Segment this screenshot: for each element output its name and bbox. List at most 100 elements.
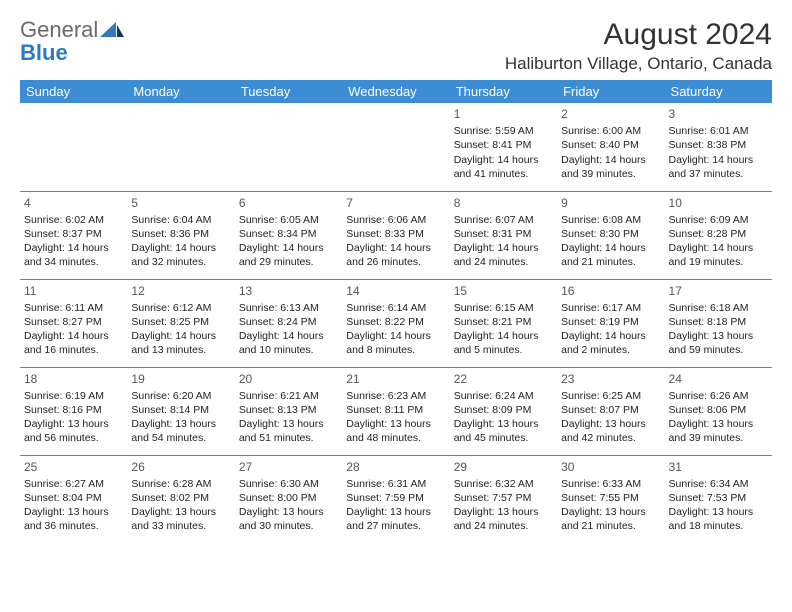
daylight-line-1: Daylight: 13 hours [239, 417, 338, 431]
calendar-cell: 22Sunrise: 6:24 AMSunset: 8:09 PMDayligh… [450, 367, 557, 455]
calendar-head: SundayMondayTuesdayWednesdayThursdayFrid… [20, 80, 772, 103]
sunrise-line: Sunrise: 6:27 AM [24, 477, 123, 491]
calendar-cell: 26Sunrise: 6:28 AMSunset: 8:02 PMDayligh… [127, 455, 234, 543]
daylight-line-2: and 51 minutes. [239, 431, 338, 445]
sunrise-line: Sunrise: 6:04 AM [131, 213, 230, 227]
sunset-line: Sunset: 8:33 PM [346, 227, 445, 241]
sunset-line: Sunset: 8:13 PM [239, 403, 338, 417]
calendar-row: 18Sunrise: 6:19 AMSunset: 8:16 PMDayligh… [20, 367, 772, 455]
sunset-line: Sunset: 8:38 PM [669, 138, 768, 152]
calendar-cell: 24Sunrise: 6:26 AMSunset: 8:06 PMDayligh… [665, 367, 772, 455]
sunset-line: Sunset: 8:14 PM [131, 403, 230, 417]
daylight-line-2: and 30 minutes. [239, 519, 338, 533]
daylight-line-2: and 39 minutes. [561, 167, 660, 181]
sunset-line: Sunset: 8:21 PM [454, 315, 553, 329]
calendar-cell: 4Sunrise: 6:02 AMSunset: 8:37 PMDaylight… [20, 191, 127, 279]
sunrise-line: Sunrise: 6:13 AM [239, 301, 338, 315]
sunrise-line: Sunrise: 6:28 AM [131, 477, 230, 491]
sunrise-line: Sunrise: 5:59 AM [454, 124, 553, 138]
calendar-body: 1Sunrise: 5:59 AMSunset: 8:41 PMDaylight… [20, 103, 772, 543]
calendar-row: 25Sunrise: 6:27 AMSunset: 8:04 PMDayligh… [20, 455, 772, 543]
day-number: 10 [669, 195, 768, 211]
day-header: Saturday [665, 80, 772, 103]
sunset-line: Sunset: 8:19 PM [561, 315, 660, 329]
daylight-line-1: Daylight: 13 hours [669, 329, 768, 343]
day-header: Tuesday [235, 80, 342, 103]
daylight-line-1: Daylight: 13 hours [346, 505, 445, 519]
calendar-cell: 2Sunrise: 6:00 AMSunset: 8:40 PMDaylight… [557, 103, 664, 191]
daylight-line-2: and 19 minutes. [669, 255, 768, 269]
sunrise-line: Sunrise: 6:20 AM [131, 389, 230, 403]
day-number: 8 [454, 195, 553, 211]
daylight-line-2: and 10 minutes. [239, 343, 338, 357]
page-header: General Blue August 2024 Haliburton Vill… [20, 18, 772, 74]
sunset-line: Sunset: 8:22 PM [346, 315, 445, 329]
brand-line1: General [20, 17, 98, 42]
calendar-cell: 6Sunrise: 6:05 AMSunset: 8:34 PMDaylight… [235, 191, 342, 279]
daylight-line-2: and 29 minutes. [239, 255, 338, 269]
daylight-line-1: Daylight: 13 hours [239, 505, 338, 519]
sunrise-line: Sunrise: 6:05 AM [239, 213, 338, 227]
daylight-line-2: and 5 minutes. [454, 343, 553, 357]
day-header-row: SundayMondayTuesdayWednesdayThursdayFrid… [20, 80, 772, 103]
calendar-cell: 7Sunrise: 6:06 AMSunset: 8:33 PMDaylight… [342, 191, 449, 279]
daylight-line-2: and 48 minutes. [346, 431, 445, 445]
brand-text: General Blue [20, 18, 98, 64]
calendar-cell: 27Sunrise: 6:30 AMSunset: 8:00 PMDayligh… [235, 455, 342, 543]
sunset-line: Sunset: 8:24 PM [239, 315, 338, 329]
daylight-line-1: Daylight: 14 hours [669, 153, 768, 167]
daylight-line-2: and 42 minutes. [561, 431, 660, 445]
calendar-row: 4Sunrise: 6:02 AMSunset: 8:37 PMDaylight… [20, 191, 772, 279]
daylight-line-2: and 54 minutes. [131, 431, 230, 445]
day-number: 21 [346, 371, 445, 387]
sunset-line: Sunset: 8:27 PM [24, 315, 123, 329]
day-header: Monday [127, 80, 234, 103]
sunrise-line: Sunrise: 6:08 AM [561, 213, 660, 227]
daylight-line-2: and 21 minutes. [561, 255, 660, 269]
daylight-line-2: and 56 minutes. [24, 431, 123, 445]
daylight-line-2: and 34 minutes. [24, 255, 123, 269]
sunset-line: Sunset: 8:06 PM [669, 403, 768, 417]
day-header: Sunday [20, 80, 127, 103]
daylight-line-1: Daylight: 13 hours [669, 505, 768, 519]
daylight-line-2: and 2 minutes. [561, 343, 660, 357]
day-number: 9 [561, 195, 660, 211]
calendar-cell: 18Sunrise: 6:19 AMSunset: 8:16 PMDayligh… [20, 367, 127, 455]
sunset-line: Sunset: 8:11 PM [346, 403, 445, 417]
sunset-line: Sunset: 8:18 PM [669, 315, 768, 329]
calendar-cell: 25Sunrise: 6:27 AMSunset: 8:04 PMDayligh… [20, 455, 127, 543]
location-line: Haliburton Village, Ontario, Canada [505, 54, 772, 74]
daylight-line-1: Daylight: 13 hours [454, 505, 553, 519]
brand-sail-icon [100, 22, 124, 40]
day-number: 30 [561, 459, 660, 475]
sunrise-line: Sunrise: 6:17 AM [561, 301, 660, 315]
brand-line2: Blue [20, 40, 68, 65]
daylight-line-2: and 18 minutes. [669, 519, 768, 533]
sunset-line: Sunset: 8:04 PM [24, 491, 123, 505]
sunrise-line: Sunrise: 6:19 AM [24, 389, 123, 403]
sunrise-line: Sunrise: 6:01 AM [669, 124, 768, 138]
daylight-line-1: Daylight: 14 hours [561, 241, 660, 255]
daylight-line-2: and 33 minutes. [131, 519, 230, 533]
day-number: 1 [454, 106, 553, 122]
sunset-line: Sunset: 7:59 PM [346, 491, 445, 505]
day-number: 15 [454, 283, 553, 299]
calendar-cell [20, 103, 127, 191]
sunset-line: Sunset: 7:53 PM [669, 491, 768, 505]
day-header: Thursday [450, 80, 557, 103]
calendar-cell: 15Sunrise: 6:15 AMSunset: 8:21 PMDayligh… [450, 279, 557, 367]
sunrise-line: Sunrise: 6:11 AM [24, 301, 123, 315]
sunrise-line: Sunrise: 6:14 AM [346, 301, 445, 315]
daylight-line-1: Daylight: 14 hours [669, 241, 768, 255]
day-number: 29 [454, 459, 553, 475]
daylight-line-1: Daylight: 14 hours [239, 329, 338, 343]
day-header: Wednesday [342, 80, 449, 103]
daylight-line-1: Daylight: 14 hours [561, 329, 660, 343]
daylight-line-2: and 36 minutes. [24, 519, 123, 533]
sunset-line: Sunset: 8:02 PM [131, 491, 230, 505]
daylight-line-2: and 8 minutes. [346, 343, 445, 357]
daylight-line-1: Daylight: 13 hours [561, 505, 660, 519]
daylight-line-2: and 13 minutes. [131, 343, 230, 357]
calendar-page: General Blue August 2024 Haliburton Vill… [0, 0, 792, 553]
sunset-line: Sunset: 8:07 PM [561, 403, 660, 417]
